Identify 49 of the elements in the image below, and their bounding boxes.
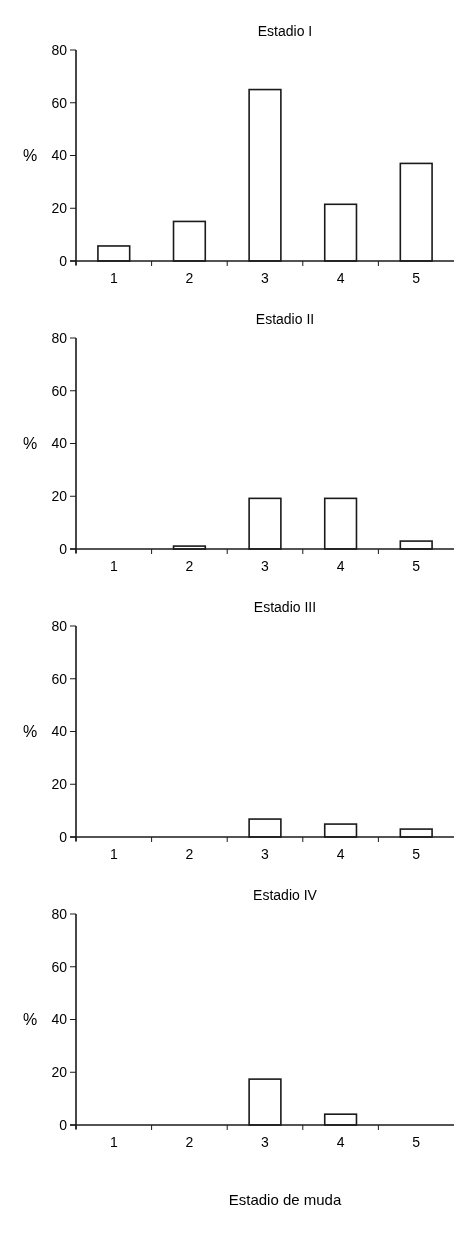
y-tick-label: 60 (51, 382, 68, 399)
y-axis-title: % (22, 1011, 38, 1029)
y-tick-label: 80 (51, 905, 68, 922)
x-tick-label: 5 (412, 846, 421, 862)
y-tick-label: 20 (51, 200, 68, 217)
x-tick-label: 5 (412, 1134, 421, 1150)
x-tick-label: 3 (261, 1134, 270, 1150)
y-tick-label: 0 (59, 828, 68, 845)
y-tick-label: 0 (59, 252, 68, 269)
x-axis-title: Estadio de muda (228, 1191, 342, 1208)
x-tick-label: 4 (336, 558, 345, 574)
x-tick-label: 4 (336, 846, 345, 862)
y-tick-label: 20 (51, 776, 68, 793)
y-tick-label: 0 (59, 540, 68, 557)
x-tick-label: 5 (412, 270, 421, 286)
y-tick-label: 40 (51, 1011, 68, 1028)
y-tick-label: 80 (51, 329, 68, 346)
y-tick-label: 80 (51, 41, 68, 58)
x-tick-label: 4 (336, 270, 345, 286)
x-tick-label: 1 (109, 558, 118, 574)
y-tick-label: 80 (51, 617, 68, 634)
y-axis-title: % (22, 147, 38, 165)
chart-title: Estadio III (253, 599, 317, 615)
y-axis-title: % (22, 723, 38, 741)
chart-title: Estadio I (257, 23, 313, 39)
x-tick-label: 2 (185, 1134, 194, 1150)
x-tick-label: 1 (109, 846, 118, 862)
chart-title: Estadio II (255, 311, 315, 327)
x-tick-label: 3 (261, 270, 270, 286)
y-tick-label: 60 (51, 94, 68, 111)
chart-title: Estadio IV (253, 887, 318, 903)
y-tick-label: 40 (51, 435, 68, 452)
y-tick-label: 0 (59, 1116, 68, 1133)
x-tick-label: 2 (185, 270, 194, 286)
x-tick-label: 2 (185, 846, 194, 862)
y-tick-label: 20 (51, 1064, 68, 1081)
x-tick-label: 4 (336, 1134, 345, 1150)
x-tick-label: 5 (412, 558, 421, 574)
x-tick-label: 1 (109, 1134, 118, 1150)
x-tick-label: 1 (109, 270, 118, 286)
y-tick-label: 60 (51, 670, 68, 687)
y-tick-label: 40 (51, 147, 68, 164)
x-tick-label: 2 (185, 558, 194, 574)
x-tick-label: 3 (261, 558, 270, 574)
y-axis-title: % (22, 435, 38, 453)
y-tick-label: 20 (51, 488, 68, 505)
y-tick-label: 40 (51, 723, 68, 740)
x-tick-label: 3 (261, 846, 270, 862)
y-tick-label: 60 (51, 958, 68, 975)
